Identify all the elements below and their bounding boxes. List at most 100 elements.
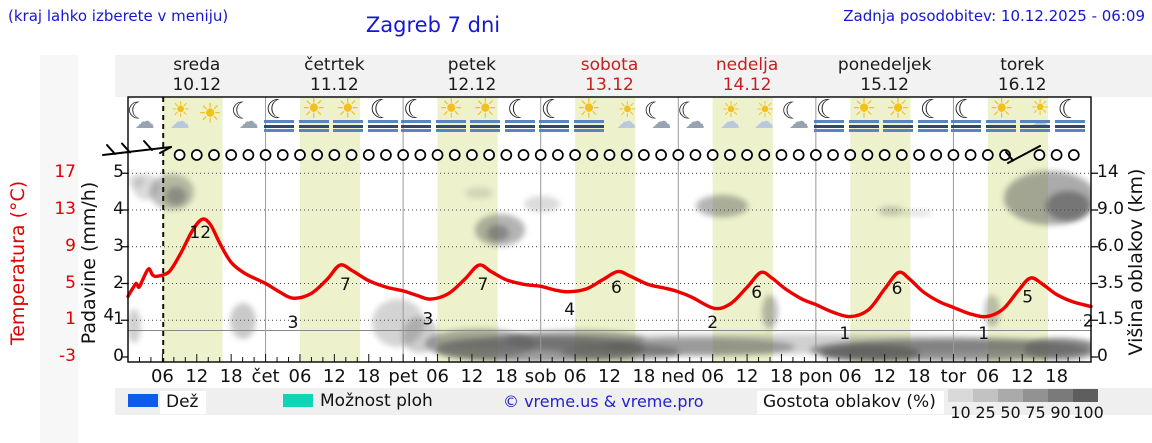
calm-wind-symbol [552,149,564,161]
sun-glyph: ☀ [439,93,464,125]
temperature-axis-label: Temperatura (°C) [7,180,29,346]
copyright-link[interactable]: © vreme.us & vreme.pro [503,392,704,411]
wind-barb [106,144,116,155]
cloud-glyph: ☁ [169,109,190,134]
calm-wind-symbol [672,149,685,161]
last-update-text: Zadnja posodobitev: 10.12.2025 - 06:09 [843,7,1145,25]
wind-barb [1005,151,1014,162]
temperature-value-label: 2 [707,313,718,333]
moon-glyph: ☾ [127,98,148,125]
cloud-scale-cell [1048,389,1073,402]
calm-wind-symbol [827,149,839,161]
cloud-density-scale-bar [948,389,1098,402]
x-axis-label: 18 [1045,366,1069,387]
x-axis-label: 06 [838,366,862,387]
sun-fog-icon: ☀ [330,96,366,135]
calm-wind-symbol [1050,149,1063,161]
day-header-name: torek [1000,55,1045,75]
calm-wind-symbol [724,149,736,161]
calm-wind-symbol [964,149,977,161]
sun-glyph: ☀ [617,98,638,124]
temperature-value-label: 3 [288,313,299,333]
sun-glyph: ☀ [197,98,223,130]
moon-fog-icon: ☾ [948,94,984,135]
sun-fog-icon: ☀ [571,93,607,135]
precipitation-tick-label: 3 [113,235,124,256]
cloud-scale-cell [973,389,998,402]
x-axis-label: 12 [598,366,621,387]
sun-cloud-icon: ☀ ☁ [158,99,194,135]
x-axis-label: 12 [460,366,484,387]
moon-fog-icon: ☾ [502,97,538,135]
sun-glyph: ☀ [851,93,876,125]
day-header-name: nedelja [715,55,779,75]
calm-wind-symbol [810,149,822,161]
rain-legend-label: Dež [160,391,207,414]
temperature-value-label: 6 [611,278,622,298]
moon-glyph: ☾ [1057,94,1081,125]
wind-barb [102,146,172,156]
calm-wind-symbol [466,149,478,161]
daylight-band [162,97,223,362]
calm-wind-symbol [242,149,255,161]
cloud-height-tick-label: 0 [1097,346,1108,366]
moon-glyph: ☾ [953,94,977,125]
fog-lines [401,120,432,123]
moon-glyph: ☾ [369,94,393,125]
temperature-value-label: 7 [340,275,351,295]
sun-glyph: ☀ [576,93,601,125]
moon-glyph: ☾ [403,94,427,125]
moon-glyph: ☾ [677,98,698,125]
x-axis-label: pon [798,366,833,387]
x-axis-label: 06 [701,366,725,387]
cloud-glyph: ☁ [788,109,809,134]
cloud-scale-cell [948,389,973,402]
calm-wind-symbol [380,149,392,161]
calm-wind-symbol [878,149,891,161]
sun-glyph: ☀ [1030,96,1050,122]
cloud-scale-cell [1073,389,1098,402]
calm-wind-symbol [190,149,203,161]
page-title: Zagreb 7 dni [365,13,501,37]
cloud-scale-cell [1023,389,1048,402]
x-axis-label: 06 [150,366,174,387]
moon-cloud-icon: ☾ ☁ [227,99,263,135]
x-axis-label: 06 [426,366,449,387]
calm-wind-symbol [534,149,547,161]
fog-lines [470,120,501,123]
temperature-tick-label: 13 [54,199,76,219]
calm-wind-symbol [655,149,667,161]
calm-wind-symbol [981,149,994,161]
calm-wind-symbol [259,149,272,161]
moon-fog-icon: ☾ [261,94,297,135]
cloud-height-axis-label: Višina oblakov (km) [1125,168,1147,356]
temperature-value-label: 3 [422,309,433,329]
wind-barb [121,142,131,154]
cloud-glyph: ☁ [616,109,637,134]
moon-fog-icon: ☾ [398,94,434,135]
moon-glyph: ☾ [231,98,252,125]
sun-fog-icon: ☀ [846,93,882,135]
temperature-curve [126,217,1093,319]
moon-glyph: ☾ [265,94,289,125]
temperature-value-label: 2 [1083,311,1094,331]
daylight-band [987,97,1049,362]
sun-cloud-icon: ☀ ☁ [742,99,778,135]
x-axis-label: 18 [494,366,518,387]
temperature-tick-label: 9 [65,235,76,256]
day-header-name: petek [447,55,497,75]
cloud-height-tick-label: 9.0 [1097,199,1125,219]
day-header-date: 14.12 [722,75,772,95]
temperature-value-label: 4 [564,300,575,320]
plot-frame [127,96,1092,363]
calm-wind-symbol [500,149,513,161]
precipitation-tick-label: 4 [113,199,124,219]
calm-wind-symbol [947,149,960,161]
calm-wind-symbol [775,149,788,161]
fog-lines [917,120,948,123]
moon-glyph: ☾ [643,98,665,125]
precipitation-tick-label: 0 [113,346,124,366]
fog-lines [505,120,536,123]
cloud-glyph: ☁ [753,109,774,134]
